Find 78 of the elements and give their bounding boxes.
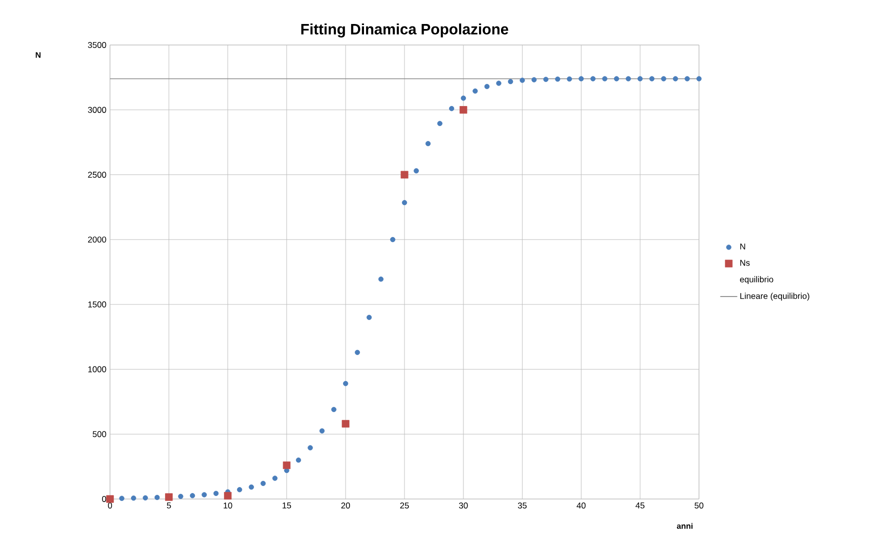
point — [555, 76, 560, 82]
x-tick-label: 0 — [108, 502, 112, 509]
x-tick-label: 40 — [576, 502, 586, 509]
point — [649, 76, 654, 82]
point — [106, 495, 114, 503]
point — [543, 76, 548, 82]
point — [531, 77, 537, 82]
point — [260, 480, 266, 486]
point — [119, 496, 124, 501]
point — [602, 76, 608, 82]
x-tick-label: 35 — [518, 502, 527, 509]
point — [566, 76, 572, 82]
x-tick-label: 50 — [694, 502, 704, 509]
point — [590, 76, 596, 82]
point — [696, 76, 702, 82]
point — [484, 84, 490, 90]
point — [130, 496, 136, 501]
x-tick-label: 25 — [400, 502, 409, 509]
point — [154, 494, 160, 500]
point — [343, 380, 348, 386]
point — [248, 484, 254, 490]
point — [520, 78, 525, 83]
point — [661, 76, 666, 82]
x-tick-label: 20 — [341, 502, 350, 509]
point — [460, 106, 468, 114]
legend-label: N — [740, 244, 746, 250]
x-tick-label: 30 — [459, 502, 468, 509]
point — [213, 490, 219, 496]
point — [142, 495, 148, 500]
chart-title: Fitting Dinamica Popolazione — [301, 23, 508, 38]
point — [496, 80, 502, 86]
point — [366, 314, 372, 320]
point — [342, 420, 350, 428]
point — [449, 106, 454, 112]
point — [296, 457, 302, 463]
x-tick-label: 10 — [224, 502, 232, 509]
point — [282, 461, 290, 470]
point — [460, 96, 466, 101]
point — [390, 236, 396, 242]
point — [400, 170, 408, 178]
point — [236, 487, 242, 492]
y-tick-label: 2000 — [88, 236, 106, 243]
point — [331, 406, 336, 412]
point — [402, 200, 408, 206]
x-tick-label: 45 — [636, 502, 644, 508]
y-tick-label: 1500 — [88, 301, 106, 308]
point — [578, 76, 584, 82]
y-tick-label: 1000 — [88, 366, 106, 372]
point — [425, 140, 431, 146]
point — [308, 445, 313, 450]
y-tick-label: 3500 — [88, 42, 106, 48]
point — [614, 76, 620, 82]
point — [672, 76, 678, 82]
legend-label: Ns — [740, 260, 750, 266]
point — [414, 168, 419, 174]
x-tick-label: 15 — [282, 502, 292, 508]
point — [178, 494, 184, 499]
point — [378, 276, 384, 282]
y-tick-label: 3000 — [88, 106, 106, 113]
point — [165, 493, 173, 501]
point — [190, 493, 196, 498]
point — [354, 350, 360, 356]
point — [472, 88, 478, 94]
point — [272, 476, 278, 481]
y-tick-label: 2500 — [88, 172, 106, 178]
text: equilibrio — [740, 276, 774, 284]
y-tick-label: 500 — [92, 431, 106, 438]
legend-label: Lineare (equilibrio) — [740, 292, 810, 301]
point — [626, 76, 631, 82]
x-tick-label: 5 — [166, 502, 171, 508]
point — [319, 428, 325, 434]
y-tick-label: 0 — [102, 496, 106, 502]
point — [638, 76, 643, 82]
point — [224, 492, 232, 500]
point — [202, 492, 207, 498]
point — [508, 78, 514, 84]
point — [684, 76, 690, 82]
point — [437, 120, 442, 126]
